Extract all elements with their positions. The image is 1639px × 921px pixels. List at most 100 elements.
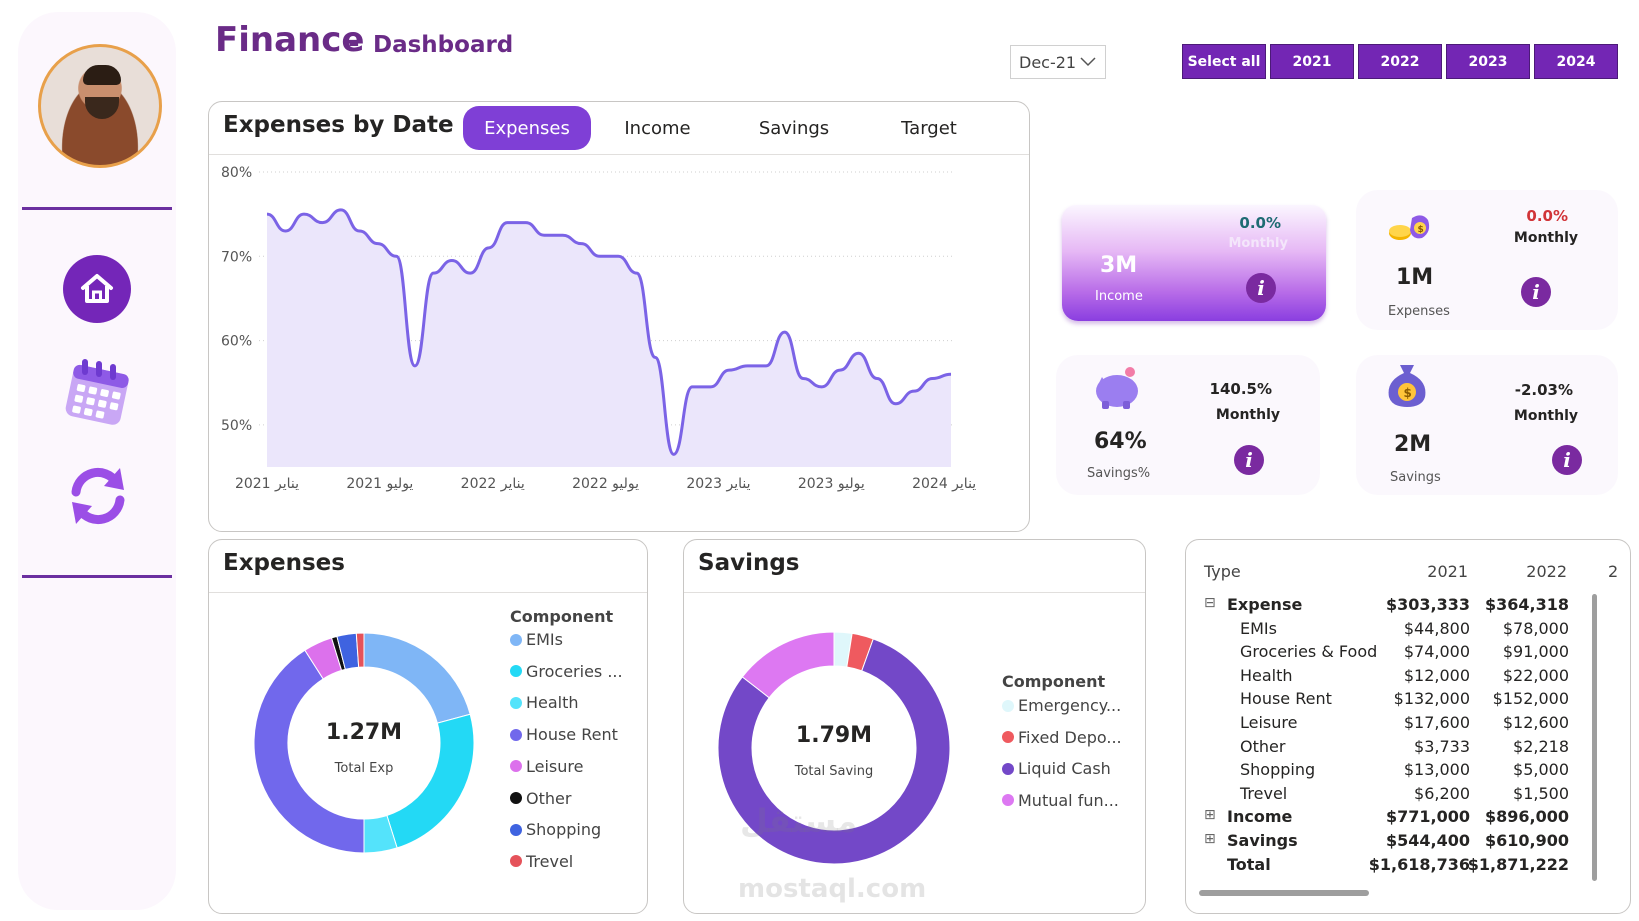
- legend-item[interactable]: Shopping: [510, 820, 601, 839]
- legend-item[interactable]: EMIs: [510, 630, 563, 649]
- x-tick-label: يناير 2022: [461, 476, 525, 492]
- select-all-button[interactable]: Select all: [1182, 44, 1266, 79]
- legend-item[interactable]: Trevel: [510, 852, 573, 871]
- cell-value: $152,000: [1492, 689, 1569, 709]
- table-row: ⊞ Savings $544,400 $610,900: [1186, 831, 1626, 855]
- legend-swatch: [1002, 762, 1014, 775]
- legend-item[interactable]: Liquid Cash: [1002, 759, 1111, 778]
- legend-swatch: [510, 792, 522, 804]
- info-icon[interactable]: i: [1246, 273, 1276, 303]
- tab-income[interactable]: Income: [624, 117, 691, 139]
- x-tick-label: يوليو 2022: [572, 476, 639, 492]
- legend-label: Health: [526, 693, 579, 713]
- cell-value: $544,400: [1385, 831, 1470, 850]
- legend-swatch: [1002, 794, 1014, 806]
- row-label: House Rent: [1240, 689, 1332, 709]
- legend-item[interactable]: Mutual fun...: [1002, 791, 1119, 810]
- cell-value: $2,218: [1513, 736, 1569, 756]
- donut-slice-emis[interactable]: [363, 632, 471, 724]
- svg-text:$: $: [1404, 386, 1412, 400]
- savings-kpi-pct: -2.03%: [1514, 381, 1573, 399]
- legend-item[interactable]: Fixed Depo...: [1002, 728, 1122, 747]
- date-dropdown[interactable]: Dec-21: [1010, 45, 1106, 79]
- legend-item[interactable]: Health: [510, 693, 579, 712]
- profile-avatar: [38, 44, 162, 168]
- year-2023-button[interactable]: 2023: [1446, 44, 1530, 79]
- sidebar-divider-bottom: [22, 575, 172, 578]
- cell-value: $13,000: [1403, 760, 1470, 780]
- row-label: Shopping: [1240, 760, 1316, 780]
- legend-item[interactable]: Leisure: [510, 757, 583, 776]
- home-button[interactable]: [63, 255, 131, 323]
- savings-kpi-period: Monthly: [1513, 408, 1578, 424]
- x-tick-label: يوليو 2021: [346, 476, 413, 492]
- expenses-kpi-value: 1M: [1396, 265, 1434, 290]
- piggy-bank-icon: [1096, 367, 1138, 409]
- table-row: Trevel $6,200 $1,500: [1186, 784, 1626, 808]
- info-icon[interactable]: i: [1521, 277, 1551, 307]
- horizontal-scrollbar[interactable]: [1199, 890, 1369, 896]
- legend-swatch: [510, 696, 522, 709]
- savings-card-title: Savings: [698, 550, 800, 576]
- legend-swatch: [510, 665, 522, 678]
- legend-label: EMIs: [526, 630, 563, 649]
- legend-label: Liquid Cash: [1018, 759, 1111, 778]
- table-row: Total $1,618,736 $1,871,222: [1186, 855, 1626, 879]
- legend-swatch: [510, 760, 522, 773]
- tab-savings[interactable]: Savings: [758, 117, 830, 139]
- vertical-scrollbar[interactable]: [1592, 594, 1597, 881]
- info-icon[interactable]: i: [1552, 445, 1582, 475]
- date-dropdown-value: Dec-21: [1019, 52, 1077, 72]
- legend-item[interactable]: Other: [510, 789, 571, 808]
- year-2021-button[interactable]: 2021: [1270, 44, 1354, 79]
- row-label: Groceries & Food: [1240, 642, 1378, 662]
- cell-value: $91,000: [1502, 642, 1569, 662]
- calendar-icon[interactable]: [64, 357, 130, 427]
- donut-slice-trevel[interactable]: [355, 632, 365, 668]
- tab-target[interactable]: Target: [901, 117, 957, 139]
- y-tick-label: 80%: [221, 165, 252, 181]
- row-label: EMIs: [1240, 618, 1277, 638]
- expenses-line-chart: 50% 60% 70% 80% يناير 2021 يوليو 2021 يناير 20…: [221, 165, 976, 492]
- savings-pct-kpi-value: 64%: [1094, 429, 1147, 454]
- expenses-donut-caption: Total Exp: [334, 761, 394, 776]
- collapse-icon[interactable]: ⊟: [1204, 595, 1216, 611]
- legend-item[interactable]: House Rent: [510, 725, 618, 744]
- line-card-title: Expenses by Date: [223, 112, 454, 138]
- income-kpi-pct: 0.0%: [1239, 214, 1281, 232]
- cell-value: $896,000: [1484, 807, 1569, 827]
- refresh-icon[interactable]: [64, 462, 132, 530]
- page-subtitle: Dashboard: [373, 32, 514, 58]
- income-kpi-label: Income: [1095, 289, 1143, 304]
- chevron-down-icon: [1080, 57, 1096, 67]
- cell-value: $1,500: [1513, 783, 1569, 803]
- table-row: Shopping $13,000 $5,000: [1186, 760, 1626, 784]
- savings-donut-card: Savings 1.79M Total Saving Component Eme…: [683, 539, 1146, 914]
- expenses-kpi-label: Expenses: [1388, 304, 1450, 319]
- title-separator: -: [348, 26, 360, 59]
- x-tick-label: يناير 2024: [912, 476, 976, 492]
- info-icon[interactable]: i: [1234, 445, 1264, 475]
- year-2022-button[interactable]: 2022: [1358, 44, 1442, 79]
- expand-icon[interactable]: ⊞: [1204, 807, 1216, 824]
- legend-item[interactable]: Groceries ...: [510, 662, 623, 681]
- cell-value: $132,000: [1393, 689, 1470, 709]
- expand-icon[interactable]: ⊞: [1204, 831, 1216, 847]
- savings-pct-kpi-card: 140.5% Monthly 64% Savings% i: [1056, 355, 1320, 495]
- cell-value: $1,871,222: [1467, 854, 1569, 874]
- expenses-legend-title: Component: [510, 607, 614, 626]
- legend-item[interactable]: Emergency...: [1002, 696, 1121, 715]
- donut-slice-liquid-cash[interactable]: [717, 638, 951, 865]
- expenses-card-title: Expenses: [223, 550, 345, 576]
- table-row: House Rent $132,000 $152,000: [1186, 689, 1626, 713]
- year-2024-button[interactable]: 2024: [1534, 44, 1618, 79]
- donut-slice-mutual-fun[interactable]: [741, 631, 835, 699]
- cell-value: $364,318: [1484, 595, 1569, 614]
- cell-value: $12,000: [1403, 665, 1470, 685]
- sidebar: [18, 12, 176, 910]
- table-row: ⊞ Income $771,000 $896,000: [1186, 807, 1626, 831]
- tab-expenses[interactable]: Expenses: [463, 106, 591, 150]
- page-title: Finance: [215, 20, 365, 60]
- line-card-divider: [209, 154, 1029, 155]
- donut-slice-house-rent[interactable]: [253, 649, 365, 854]
